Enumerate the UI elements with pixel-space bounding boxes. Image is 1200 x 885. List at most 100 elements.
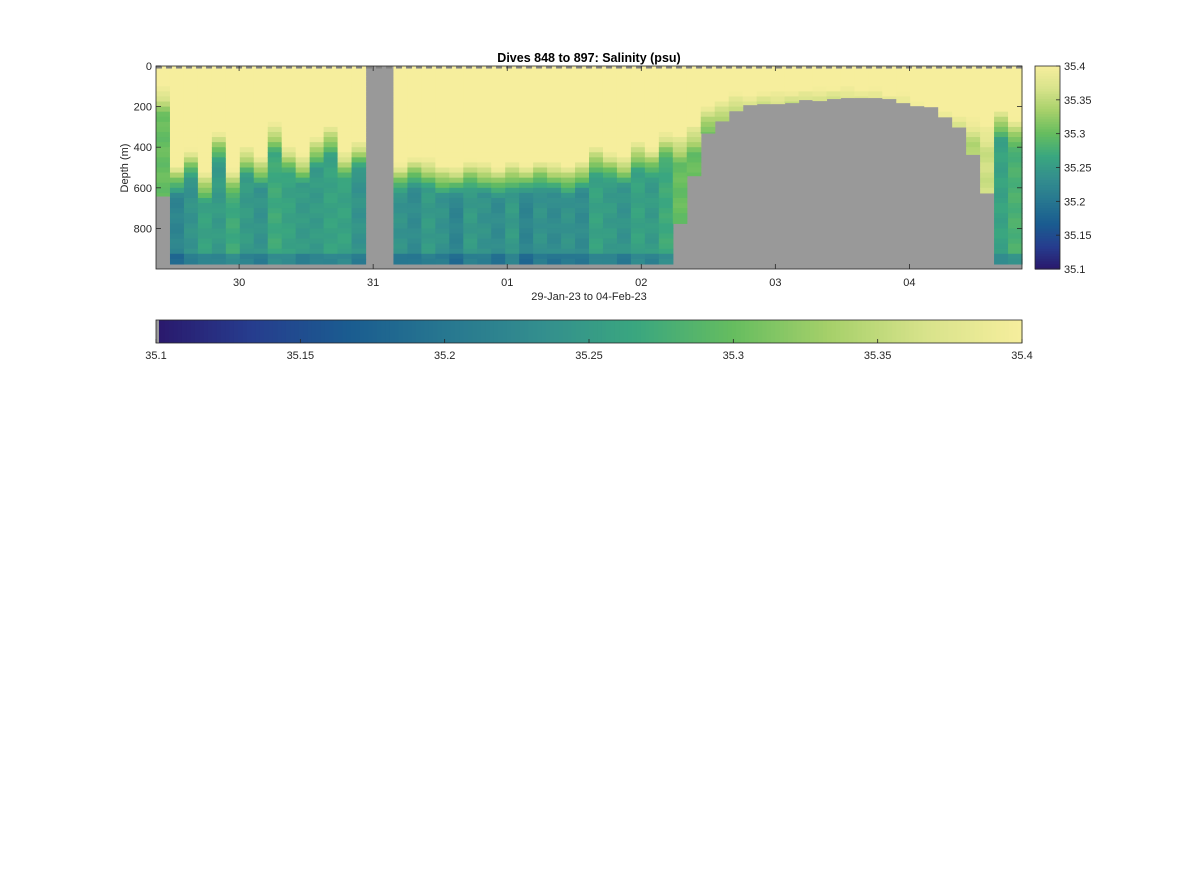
right-colorbar-swatch xyxy=(1035,114,1060,118)
heatmap-cell xyxy=(840,81,855,87)
heatmap-cell xyxy=(393,177,409,184)
heatmap-cell xyxy=(267,101,283,108)
heatmap-cell xyxy=(547,106,562,113)
bottom-colorbar-swatch xyxy=(614,320,620,343)
heatmap-cell xyxy=(658,228,674,235)
heatmap-cell xyxy=(449,101,464,108)
heatmap-cell xyxy=(197,121,213,128)
right-colorbar-swatch xyxy=(1035,66,1060,70)
heatmap-cell xyxy=(589,101,604,108)
heatmap-cell xyxy=(169,96,185,103)
heatmap-cell xyxy=(658,147,674,153)
heatmap-cell xyxy=(267,218,283,224)
heatmap-cell xyxy=(421,238,436,245)
heatmap-cell xyxy=(239,197,255,204)
heatmap-cell xyxy=(449,233,464,240)
heatmap-cell xyxy=(519,177,534,184)
heatmap-cell xyxy=(630,248,646,255)
bottom-colorbar-swatch xyxy=(355,320,361,343)
heatmap-cell xyxy=(351,172,367,179)
heatmap-cell xyxy=(966,71,981,77)
heatmap-cell xyxy=(281,137,297,143)
heatmap-cell xyxy=(421,116,436,123)
heatmap-cell xyxy=(714,111,730,118)
heatmap-cell xyxy=(211,152,227,158)
heatmap-cell xyxy=(183,233,199,240)
heatmap-cell xyxy=(980,162,995,169)
heatmap-cell xyxy=(561,172,576,179)
heatmap-cell xyxy=(616,208,632,214)
heatmap-cell xyxy=(519,167,534,174)
heatmap-cell xyxy=(714,71,730,77)
heatmap-cell xyxy=(183,121,199,128)
heatmap-cell xyxy=(658,131,674,138)
bottom-colorbar-swatch xyxy=(467,320,473,343)
heatmap-cell xyxy=(994,86,1009,92)
heatmap-cell xyxy=(756,86,772,92)
heatmap-cell xyxy=(253,197,269,204)
heatmap-cell xyxy=(463,238,478,245)
heatmap-cell xyxy=(323,228,339,235)
heatmap-cell xyxy=(169,228,185,235)
right-colorbar-swatch xyxy=(1035,253,1060,257)
heatmap-cell xyxy=(896,91,911,98)
heatmap-cell xyxy=(239,223,255,229)
heatmap-cell xyxy=(644,86,660,92)
heatmap-cell xyxy=(658,162,674,169)
heatmap-cell xyxy=(994,96,1009,103)
heatmap-cell xyxy=(658,167,674,174)
heatmap-cell xyxy=(1008,76,1023,82)
heatmap-cell xyxy=(505,182,520,189)
heatmap-cell xyxy=(197,157,213,164)
heatmap-cell xyxy=(547,142,562,148)
heatmap-cell xyxy=(658,101,674,108)
heatmap-cell xyxy=(281,258,297,265)
heatmap-cell xyxy=(756,71,772,77)
heatmap-cell xyxy=(966,106,981,113)
right-colorbar-swatch xyxy=(1035,200,1060,204)
heatmap-cell xyxy=(211,121,227,128)
heatmap-cell xyxy=(253,248,269,255)
heatmap-cell xyxy=(742,101,758,106)
bottom-colorbar-swatch xyxy=(489,320,495,343)
heatmap-cell xyxy=(239,172,255,179)
heatmap-cell xyxy=(812,76,828,82)
heatmap-cell xyxy=(561,203,576,209)
heatmap-cell xyxy=(477,96,492,103)
x-tick-label: 31 xyxy=(367,277,379,289)
bottom-colorbar-swatch xyxy=(892,320,898,343)
heatmap-cell xyxy=(994,71,1009,77)
heatmap-cell xyxy=(561,131,576,138)
heatmap-cell xyxy=(183,157,199,164)
heatmap-cell xyxy=(602,233,618,240)
heatmap-cell xyxy=(253,142,269,148)
heatmap-cell xyxy=(281,157,297,164)
heatmap-cell xyxy=(770,101,786,105)
right-colorbar-swatch xyxy=(1035,185,1060,189)
heatmap-cell xyxy=(505,96,520,103)
heatmap-cell xyxy=(351,253,367,260)
heatmap-cell xyxy=(435,147,450,153)
heatmap-cell xyxy=(672,157,688,164)
heatmap-cell xyxy=(421,233,436,240)
heatmap-cell xyxy=(644,182,660,189)
heatmap-cell xyxy=(602,147,618,153)
heatmap-cell xyxy=(952,86,967,92)
heatmap-cell xyxy=(407,208,422,214)
heatmap-cell xyxy=(980,152,995,158)
heatmap-cell xyxy=(407,126,422,133)
x-tick-label: 02 xyxy=(635,277,647,289)
heatmap-cell xyxy=(267,172,283,179)
heatmap-cell xyxy=(672,208,688,214)
heatmap-cell xyxy=(421,157,436,164)
right-colorbar-swatch xyxy=(1035,73,1060,77)
heatmap-cell xyxy=(575,147,590,153)
heatmap-cell xyxy=(323,213,339,219)
heatmap-cell xyxy=(519,81,534,87)
heatmap-cell xyxy=(994,126,1009,133)
heatmap-cell xyxy=(491,111,506,118)
heatmap-cell xyxy=(616,258,632,265)
heatmap-cell xyxy=(407,172,422,179)
heatmap-cell xyxy=(281,162,297,169)
heatmap-cell xyxy=(672,81,688,87)
